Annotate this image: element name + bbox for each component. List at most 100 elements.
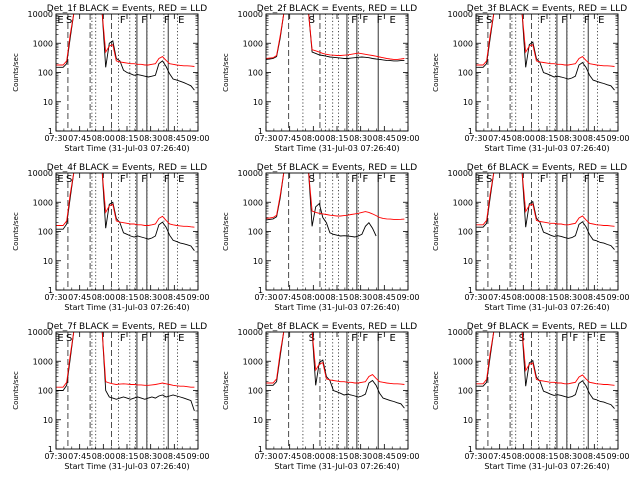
series-lld (266, 332, 405, 385)
panel-title: Det_1f BLACK = Events, RED = LLD (47, 4, 207, 14)
x-tick-label: 08:15 (535, 452, 558, 461)
y-tick-label: 100 (38, 69, 53, 78)
interval-marker-label: F (363, 174, 369, 185)
y-tick-label: 1 (48, 127, 53, 136)
interval-marker-label: E (598, 15, 604, 26)
panel-5: Det_5f BLACK = Events, RED = LLD Counts/s… (222, 163, 420, 312)
y-axis-label: Counts/sec (12, 53, 20, 92)
x-tick-label: 07:30 (44, 293, 67, 302)
x-tick-label: 08:30 (559, 293, 582, 302)
y-tick-label: 10000 (448, 10, 473, 19)
x-tick-label: 07:30 (44, 452, 67, 461)
y-tick-label: 10000 (28, 328, 53, 337)
panel-3: Det_3f BLACK = Events, RED = LLD Counts/s… (432, 4, 630, 153)
plot-frame (475, 172, 619, 291)
y-tick-label: 10000 (238, 10, 263, 19)
x-tick-label: 08:45 (583, 293, 606, 302)
plot-frame (55, 13, 199, 132)
series-lld (56, 173, 195, 228)
interval-marker-label: F (573, 333, 579, 344)
x-axis-label: Start Time (31-Jul-03 07:26:40) (64, 144, 189, 153)
interval-marker-label: F (120, 333, 126, 344)
x-tick-label: 08:15 (325, 134, 348, 143)
x-tick-label: 08:15 (115, 452, 138, 461)
interval-marker-label: E (600, 333, 606, 344)
x-tick-label: 08:00 (92, 134, 115, 143)
y-tick-label: 1000 (453, 357, 473, 366)
series-events (266, 14, 405, 62)
y-tick-label: 10000 (448, 169, 473, 178)
x-tick-label: 08:00 (512, 293, 535, 302)
x-tick-label: 08:45 (163, 293, 186, 302)
x-tick-label: 08:00 (302, 452, 325, 461)
panel-title: Det_3f BLACK = Events, RED = LLD (467, 4, 627, 14)
y-tick-label: 1000 (33, 198, 53, 207)
plot-frame (265, 331, 409, 450)
x-axis-label: Start Time (31-Jul-03 07:26:40) (64, 462, 189, 471)
x-tick-label: 08:30 (139, 452, 162, 461)
x-tick-label: 08:30 (349, 134, 372, 143)
interval-marker-label: F (561, 174, 567, 185)
y-axis-label: Counts/sec (432, 212, 440, 251)
y-tick-label: 100 (38, 387, 53, 396)
x-tick-label: 08:30 (559, 452, 582, 461)
x-tick-label: 08:30 (349, 293, 372, 302)
x-tick-label: 08:15 (115, 134, 138, 143)
y-tick-label: 10 (463, 416, 473, 425)
interval-marker-label: F (363, 15, 369, 26)
y-tick-label: 10000 (448, 328, 473, 337)
y-tick-label: 100 (38, 228, 53, 237)
x-tick-label: 07:30 (464, 452, 487, 461)
y-tick-label: 1 (258, 445, 263, 454)
interval-marker-label: S (66, 174, 72, 185)
interval-marker-label: F (540, 174, 546, 185)
interval-marker-label: F (351, 333, 357, 344)
interval-marker-label: S (519, 333, 525, 344)
x-tick-label: 08:45 (583, 452, 606, 461)
x-tick-label: 09:00 (606, 452, 629, 461)
x-tick-label: 07:45 (278, 452, 301, 461)
plot-frame (55, 331, 199, 450)
y-tick-label: 10 (253, 257, 263, 266)
interval-marker-label: S (486, 15, 492, 26)
x-tick-label: 08:15 (115, 293, 138, 302)
y-axis-label: Counts/sec (432, 53, 440, 92)
interval-marker-label: F (351, 174, 357, 185)
panel-1: Det_1f BLACK = Events, RED = LLD Counts/s… (12, 4, 210, 153)
interval-marker-label: S (66, 333, 72, 344)
interval-marker-label: F (120, 174, 126, 185)
interval-marker-label: F (540, 15, 546, 26)
x-tick-label: 07:45 (68, 134, 91, 143)
x-tick-label: 08:00 (512, 134, 535, 143)
x-tick-label: 07:45 (488, 134, 511, 143)
panel-2: Det_2f BLACK = Events, RED = LLD Counts/s… (222, 4, 420, 153)
x-tick-label: 08:45 (163, 134, 186, 143)
x-tick-label: 07:45 (488, 293, 511, 302)
interval-marker-label: E (178, 333, 184, 344)
plot-frame (265, 13, 409, 132)
panel-title: Det_7f BLACK = Events, RED = LLD (47, 322, 207, 332)
y-tick-label: 1 (468, 286, 473, 295)
y-tick-label: 10 (253, 416, 263, 425)
y-tick-label: 10000 (28, 10, 53, 19)
y-tick-label: 1 (258, 127, 263, 136)
x-tick-label: 07:45 (278, 293, 301, 302)
interval-marker-label: F (141, 174, 147, 185)
y-axis-label: Counts/sec (432, 371, 440, 410)
series-events (266, 332, 405, 409)
y-tick-label: 1000 (33, 39, 53, 48)
y-tick-label: 10 (253, 98, 263, 107)
x-tick-label: 08:00 (302, 293, 325, 302)
x-tick-label: 08:15 (535, 134, 558, 143)
panel-7: Det_7f BLACK = Events, RED = LLD Counts/s… (12, 322, 210, 471)
x-axis-label: Start Time (31-Jul-03 07:26:40) (484, 144, 609, 153)
x-tick-label: 09:00 (396, 134, 419, 143)
x-tick-label: 08:45 (373, 293, 396, 302)
y-tick-label: 100 (248, 228, 263, 237)
y-tick-label: 10000 (238, 169, 263, 178)
y-tick-label: 1000 (33, 357, 53, 366)
x-tick-label: 08:00 (92, 452, 115, 461)
series-events (56, 173, 195, 251)
x-axis-label: Start Time (31-Jul-03 07:26:40) (274, 462, 399, 471)
y-axis-label: Counts/sec (222, 371, 230, 410)
